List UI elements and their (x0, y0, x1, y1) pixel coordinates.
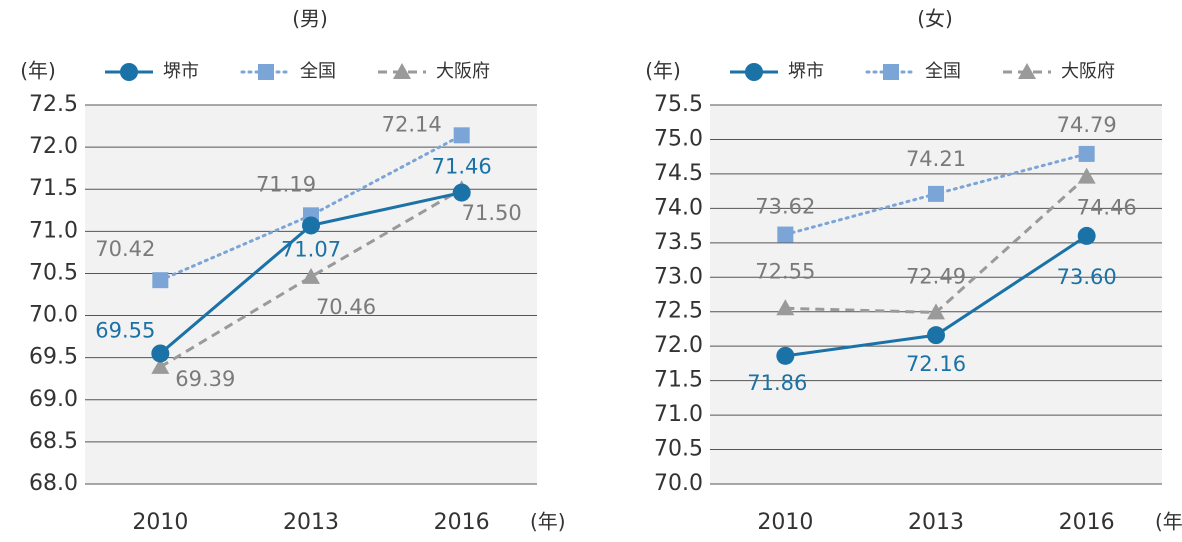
y-tick-label: 70.5 (654, 437, 703, 462)
y-tick-label: 74.0 (654, 195, 703, 220)
y-tick-label: 72.5 (29, 92, 78, 117)
point (151, 344, 170, 363)
point (1077, 226, 1096, 245)
y-tick-label: 70.0 (654, 471, 703, 496)
legend-marker (745, 63, 763, 81)
data-label: 72.49 (906, 264, 966, 288)
data-label: 73.60 (1057, 265, 1117, 289)
legend-label: 全国 (925, 61, 961, 82)
legend-label: 堺市 (163, 61, 199, 82)
point (776, 346, 795, 365)
data-label: 74.21 (906, 147, 966, 171)
legend-label: 大阪府 (436, 61, 490, 82)
data-label: 73.62 (755, 195, 815, 219)
legend-label: 大阪府 (1061, 61, 1115, 82)
y-tick-label: 71.5 (29, 176, 78, 201)
legend-label: 全国 (300, 61, 336, 82)
y-axis-label: (年) (645, 59, 681, 83)
point (776, 299, 795, 316)
point (302, 267, 320, 284)
data-label: 72.55 (755, 259, 815, 283)
y-tick-label: 73.0 (654, 264, 703, 289)
point (152, 272, 169, 289)
x-tick-label: 2013 (908, 510, 964, 535)
x-tick-label: 2016 (434, 510, 490, 535)
point (1078, 145, 1095, 162)
data-label: 74.79 (1057, 113, 1117, 137)
y-tick-label: 75.5 (654, 92, 703, 117)
point (452, 183, 471, 202)
y-tick-label: 74.5 (654, 161, 703, 186)
data-label: 71.50 (462, 201, 522, 225)
legend-marker (258, 64, 274, 80)
data-label: 70.42 (95, 237, 155, 261)
y-tick-label: 71.0 (29, 218, 78, 243)
y-tick-label: 70.0 (29, 303, 78, 328)
data-label: 71.86 (747, 371, 807, 395)
y-axis-label: (年) (20, 59, 56, 83)
data-label: 69.39 (175, 367, 235, 391)
legend-marker (120, 63, 138, 81)
data-label: 69.55 (95, 318, 155, 342)
legend-marker (393, 63, 411, 79)
data-label: 71.46 (432, 155, 492, 179)
y-tick-label: 68.5 (29, 429, 78, 454)
data-label: 71.07 (281, 237, 341, 261)
legend-label: 堺市 (788, 61, 824, 82)
data-label: 71.19 (256, 172, 316, 196)
data-label: 72.14 (382, 112, 442, 136)
y-tick-label: 72.0 (654, 333, 703, 358)
data-label: 70.46 (316, 295, 376, 319)
plot-area (85, 105, 537, 484)
y-tick-label: 73.5 (654, 230, 703, 255)
x-axis-label: (年) (530, 510, 566, 534)
point (928, 185, 944, 202)
data-label: 72.16 (906, 352, 966, 376)
point (927, 326, 945, 345)
chart-title: (女) (917, 7, 953, 31)
x-tick-label: 2010 (132, 510, 188, 535)
y-tick-label: 71.5 (654, 368, 703, 393)
y-tick-label: 69.0 (29, 387, 78, 412)
y-tick-label: 68.0 (29, 471, 78, 496)
data-label: 74.46 (1077, 196, 1137, 220)
y-tick-label: 70.5 (29, 260, 78, 285)
x-tick-label: 2016 (1059, 510, 1115, 535)
point (1077, 167, 1096, 184)
y-tick-label: 72.5 (654, 299, 703, 324)
point (927, 303, 945, 320)
legend-marker (1018, 63, 1036, 79)
y-tick-label: 72.0 (29, 134, 78, 159)
legend-marker (883, 64, 899, 80)
chart: (女) (年) 70.0 70.5 71.0 71.5 72.0 72.5 73.0 73.5 74… (645, 7, 1182, 536)
x-axis-label: (年) (1155, 510, 1182, 534)
y-tick-label: 69.5 (29, 345, 78, 370)
point (302, 216, 320, 235)
y-tick-label: 71.0 (654, 402, 703, 427)
x-tick-label: 2013 (283, 510, 339, 535)
point (453, 127, 470, 144)
x-tick-label: 2010 (757, 510, 813, 535)
y-tick-label: 75.0 (654, 126, 703, 151)
point (777, 226, 794, 243)
point (151, 357, 170, 374)
series-line (159, 187, 463, 369)
chart: (男) (年) 68.0 68.5 69.0 69.5 70.0 70.5 71.0 71.5 72… (20, 7, 565, 536)
chart-title: (男) (292, 7, 328, 31)
